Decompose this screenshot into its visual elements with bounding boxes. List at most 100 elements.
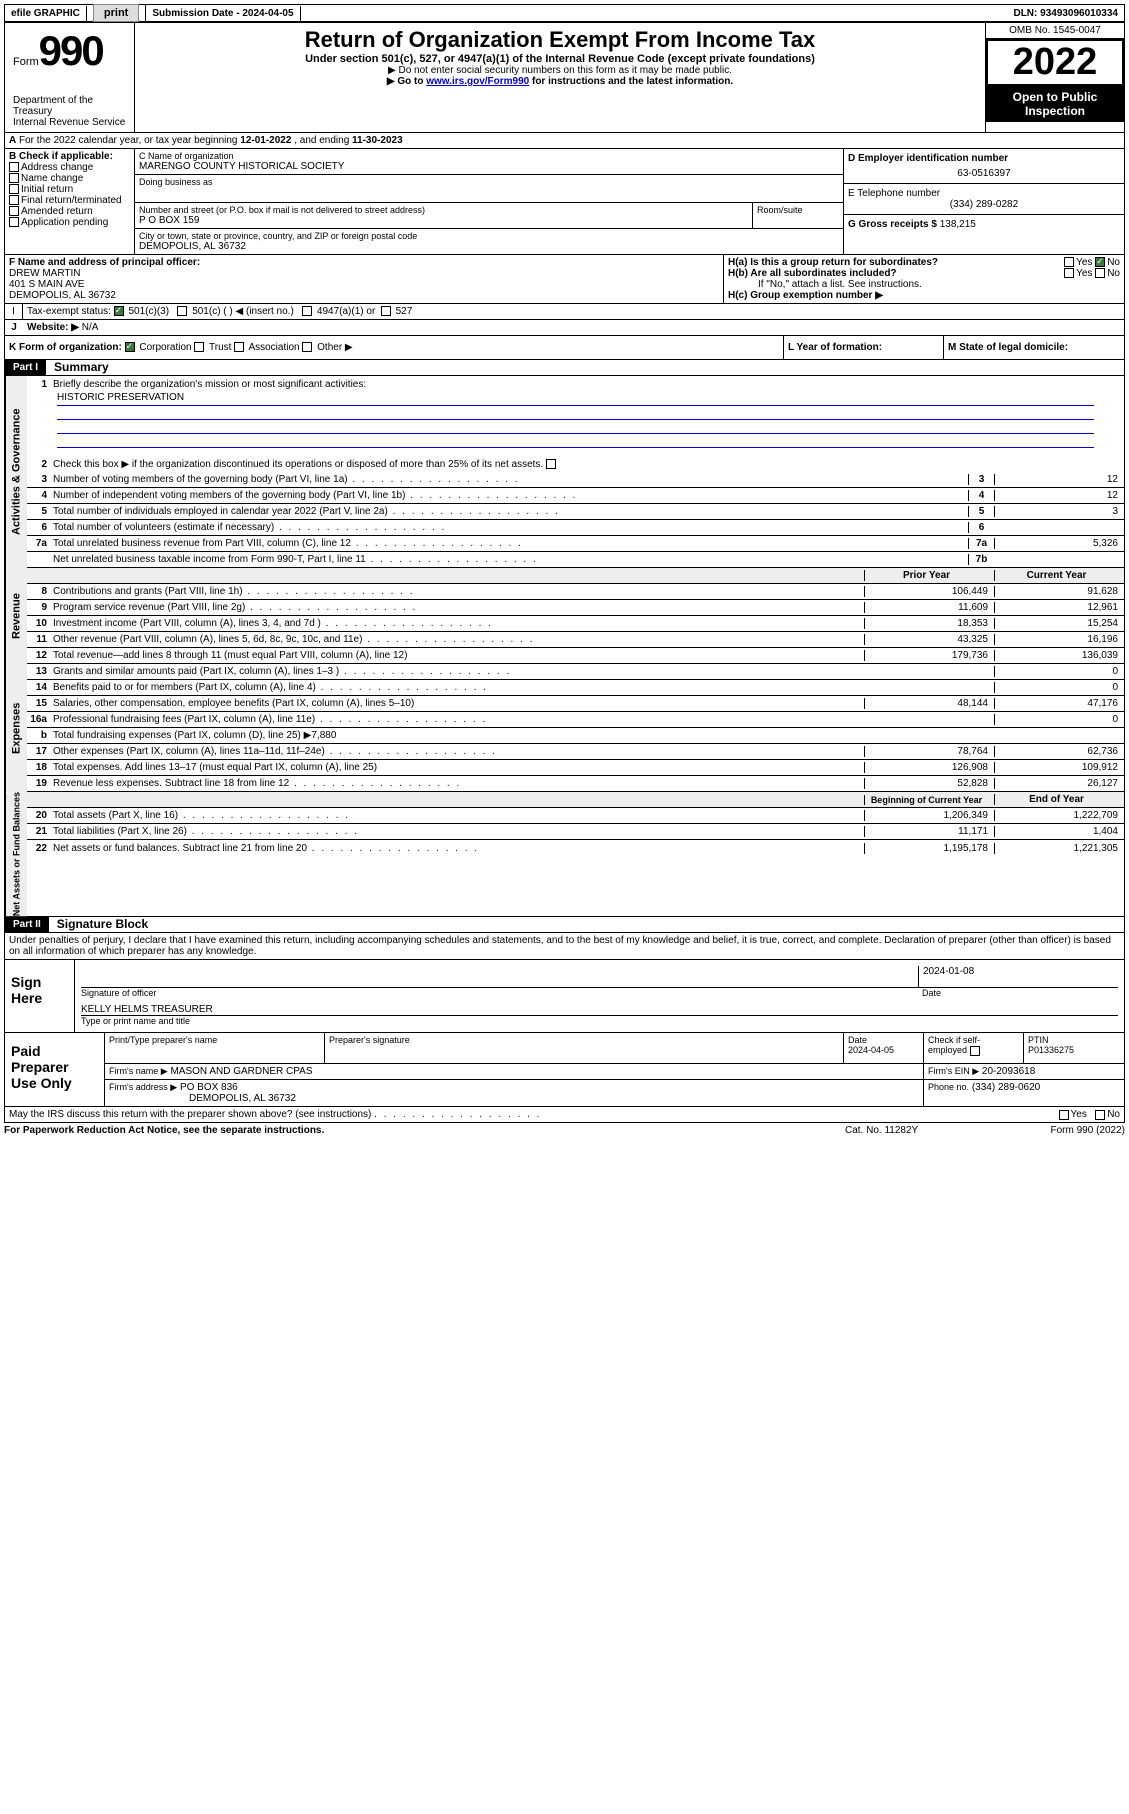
n2: 2 (27, 459, 51, 470)
r17-c: 62,736 (994, 746, 1124, 757)
n9: 9 (27, 602, 51, 613)
part2-hdr: Part II (5, 917, 49, 932)
n8: 8 (27, 586, 51, 597)
phone: (334) 289-0282 (848, 199, 1120, 210)
paid-date: 2024-04-05 (848, 1045, 919, 1055)
r13-c: 0 (994, 666, 1124, 677)
street: P O BOX 159 (139, 215, 748, 226)
cb-name-change[interactable] (9, 173, 19, 183)
other-lbl: Other ▶ (317, 342, 352, 353)
n10: 10 (27, 618, 51, 629)
hc-label: H(c) Group exemption number ▶ (728, 290, 1120, 301)
cb-self-employed[interactable] (970, 1046, 980, 1056)
cb-amended[interactable] (9, 206, 19, 216)
tax-year: 2022 (986, 39, 1124, 86)
form-footer: Form 990 (2022) (1005, 1125, 1125, 1136)
ha-label: H(a) Is this a group return for subordin… (728, 257, 938, 268)
cb-initial-return[interactable] (9, 184, 19, 194)
sign-date: 2024-01-08 (918, 966, 1118, 988)
cb-address-change[interactable] (9, 162, 19, 172)
527-lbl: 527 (396, 306, 413, 317)
cb-final-return[interactable] (9, 195, 19, 205)
r19-p: 52,828 (864, 778, 994, 789)
section-na: Net Assets or Fund Balances Beginning of… (4, 792, 1125, 917)
i-letter: I (5, 304, 23, 320)
r21-c: 1,404 (994, 826, 1124, 837)
hb-no: No (1107, 268, 1120, 279)
form-number: 990 (39, 27, 103, 74)
r20-p: 1,206,349 (864, 810, 994, 821)
cb-hb-yes[interactable] (1064, 268, 1074, 278)
cb-assoc[interactable] (234, 342, 244, 352)
cat-no: Cat. No. 11282Y (845, 1125, 1005, 1136)
r8-c: 91,628 (994, 586, 1124, 597)
cb-initial-return-lbl: Initial return (21, 184, 73, 195)
r3-t: Number of voting members of the governin… (51, 474, 968, 485)
r14-t: Benefits paid to or for members (Part IX… (51, 682, 864, 693)
submission-date: Submission Date - 2024-04-05 (146, 6, 300, 21)
r4-t: Number of independent voting members of … (51, 490, 968, 501)
cb-other[interactable] (302, 342, 312, 352)
r3-b: 3 (968, 474, 994, 485)
4947-lbl: 4947(a)(1) or (317, 306, 375, 317)
firm-ein: 20-2093618 (982, 1066, 1035, 1077)
print-button[interactable]: print (93, 4, 139, 22)
n21: 21 (27, 826, 51, 837)
cb-501c3[interactable] (114, 306, 124, 316)
mission-label: Briefly describe the organization's miss… (51, 379, 1124, 390)
r6-b: 6 (968, 522, 994, 533)
n5: 5 (27, 506, 51, 517)
r12-t: Total revenue—add lines 8 through 11 (mu… (51, 650, 864, 661)
ha-yes: Yes (1076, 257, 1092, 268)
r21-p: 11,171 (864, 826, 994, 837)
cb-527[interactable] (381, 306, 391, 316)
ha-row: H(a) Is this a group return for subordin… (728, 257, 1120, 268)
website: N/A (82, 322, 99, 333)
org-name: MARENGO COUNTY HISTORICAL SOCIETY (139, 161, 839, 172)
paid-h5: PTIN (1028, 1035, 1120, 1045)
city-label: City or town, state or province, country… (139, 231, 839, 241)
omb-number: OMB No. 1545-0047 (986, 23, 1124, 39)
r18-p: 126,908 (864, 762, 994, 773)
cb-trust[interactable] (194, 342, 204, 352)
part1-hdr: Part I (5, 360, 46, 375)
cb-discuss-yes[interactable] (1059, 1110, 1069, 1120)
paid-h1: Print/Type preparer's name (105, 1033, 325, 1063)
discuss-no: No (1107, 1109, 1120, 1120)
note2-pre: ▶ Go to (387, 76, 426, 87)
mission-blank1 (57, 406, 1094, 420)
cb-ha-no[interactable] (1095, 257, 1105, 267)
street-label: Number and street (or P.O. box if mail i… (139, 205, 748, 215)
sig-field[interactable] (81, 966, 918, 988)
cb-ha-yes[interactable] (1064, 257, 1074, 267)
trust-lbl: Trust (209, 342, 231, 353)
section-exp: Expenses 13Grants and similar amounts pa… (4, 664, 1125, 792)
gross-receipts: 138,215 (940, 219, 976, 230)
r3-v: 12 (994, 474, 1124, 485)
city: DEMOPOLIS, AL 36732 (139, 241, 839, 252)
k-label: K Form of organization: (9, 342, 122, 353)
r22-c: 1,221,305 (994, 843, 1124, 854)
r15-p: 48,144 (864, 698, 994, 709)
mission-blank3 (57, 434, 1094, 448)
n3: 3 (27, 474, 51, 485)
cb-discontinued[interactable] (546, 459, 556, 469)
j-label: Website: ▶ (27, 322, 79, 333)
cb-4947[interactable] (302, 306, 312, 316)
hb-row: H(b) Are all subordinates included? Yes … (728, 268, 1120, 279)
cb-501c[interactable] (177, 306, 187, 316)
signer-name: KELLY HELMS TREASURER (81, 998, 1118, 1016)
n11: 11 (27, 634, 51, 645)
pra-notice: For Paperwork Reduction Act Notice, see … (4, 1125, 845, 1136)
line-i-row: I Tax-exempt status: 501(c)(3) 501(c) ( … (4, 304, 1125, 320)
addr-label: Firm's address ▶ (109, 1082, 177, 1092)
cb-corp[interactable] (125, 342, 135, 352)
r18-t: Total expenses. Add lines 13–17 (must eq… (51, 762, 864, 773)
cb-hb-no[interactable] (1095, 268, 1105, 278)
cb-discuss-no[interactable] (1095, 1110, 1105, 1120)
irs-link[interactable]: www.irs.gov/Form990 (426, 76, 529, 87)
hdr-prior: Prior Year (864, 570, 994, 581)
hdr-end: End of Year (994, 794, 1124, 805)
sig-date-label: Date (918, 988, 1118, 998)
cb-app-pending[interactable] (9, 217, 19, 227)
